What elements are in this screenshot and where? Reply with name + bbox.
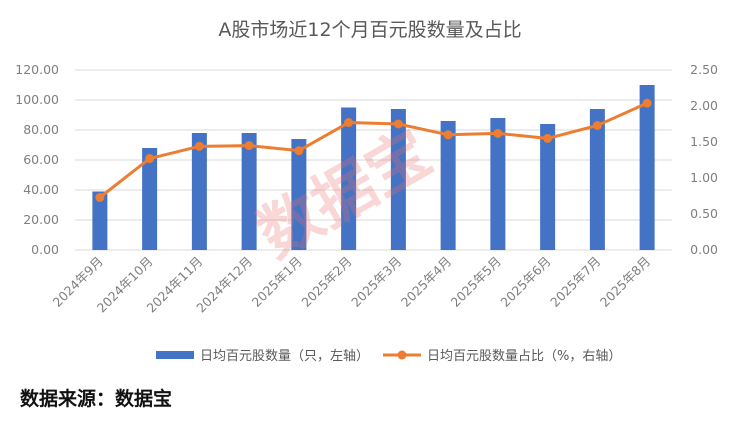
line-point	[493, 128, 503, 138]
legend-bar-swatch	[156, 351, 194, 359]
left-tick-label: 20.00	[23, 212, 59, 227]
right-tick-label: 1.50	[690, 134, 718, 149]
left-tick-label: 100.00	[15, 92, 59, 107]
left-tick-label: 60.00	[23, 152, 59, 167]
legend-line-label: 日均百元股数量占比（%，右轴）	[427, 349, 621, 364]
line-point	[95, 192, 105, 202]
line-point	[443, 130, 453, 140]
line-path	[98, 101, 648, 199]
bar	[191, 133, 207, 250]
line-series	[95, 98, 652, 202]
x-tick-label: 2025年4月	[398, 254, 454, 310]
x-axis-ticks: 2024年9月2024年10月2024年11月2024年12月2025年1月20…	[50, 254, 654, 316]
bar	[589, 109, 605, 250]
left-axis-ticks: 0.00 20.00 40.00 60.00 80.00 100.00 120.00	[15, 62, 59, 257]
x-tick-label: 2025年5月	[448, 254, 504, 310]
line-point	[592, 120, 602, 130]
right-tick-label: 1.00	[690, 170, 718, 185]
legend-line-marker	[397, 350, 407, 360]
x-tick-label: 2025年7月	[547, 254, 603, 310]
bar	[440, 121, 456, 250]
line-point	[145, 154, 155, 164]
legend-bar-label: 日均百元股数量（只，左轴）	[200, 349, 369, 364]
bar	[490, 118, 506, 250]
left-tick-label: 80.00	[23, 122, 59, 137]
line-point	[393, 119, 403, 129]
left-tick-label: 120.00	[15, 62, 59, 77]
line-point	[194, 141, 204, 151]
bar	[241, 133, 257, 250]
legend: 日均百元股数量（只，左轴） 日均百元股数量占比（%，右轴）	[156, 349, 621, 364]
line-point	[344, 118, 354, 128]
right-tick-label: 0.50	[690, 206, 718, 221]
left-tick-label: 40.00	[23, 182, 59, 197]
right-tick-label: 2.50	[690, 62, 718, 77]
right-tick-label: 0.00	[690, 242, 718, 257]
chart-title: A股市场近12个月百元股数量及占比	[218, 19, 521, 41]
line-point	[244, 141, 254, 151]
bar	[540, 124, 556, 250]
line-point	[294, 146, 304, 156]
right-tick-label: 2.00	[690, 98, 718, 113]
left-tick-label: 0.00	[31, 242, 59, 257]
x-tick-label: 2025年2月	[298, 254, 354, 310]
bar-series	[92, 85, 655, 250]
right-axis-ticks: 0.00 0.50 1.00 1.50 2.00 2.50	[690, 62, 718, 257]
bar	[92, 191, 108, 250]
x-tick-label: 2025年3月	[348, 254, 404, 310]
x-tick-label: 2025年8月	[597, 254, 653, 310]
bar	[142, 148, 158, 250]
source-note: 数据来源：数据宝	[20, 388, 173, 410]
x-tick-label: 2025年6月	[497, 254, 553, 310]
line-point	[642, 98, 652, 108]
bar	[639, 85, 655, 250]
bar	[291, 139, 307, 250]
grid	[75, 69, 672, 251]
bar	[390, 109, 406, 250]
bar	[341, 107, 357, 250]
line-point	[543, 133, 553, 143]
